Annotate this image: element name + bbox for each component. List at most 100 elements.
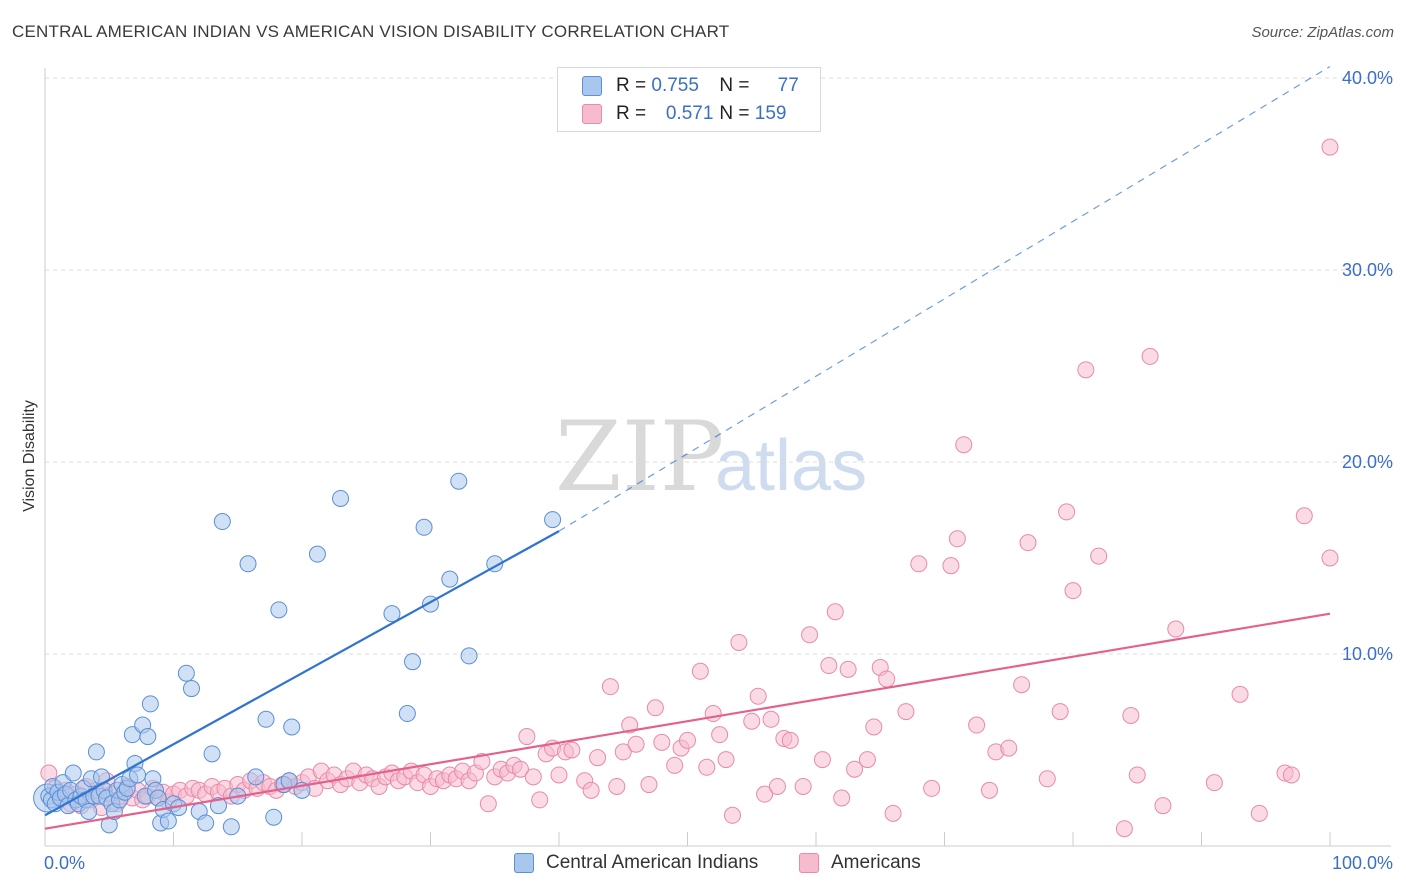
legend-row-blue: R = 0.755 N = 77 <box>582 73 799 99</box>
americans-point <box>839 660 857 678</box>
chart-title: CENTRAL AMERICAN INDIAN VS AMERICAN VISI… <box>12 22 730 41</box>
central-american-indians-point <box>332 489 350 507</box>
americans-point <box>1321 549 1339 567</box>
legend-row-pink: R = 0.571 N = 159 <box>582 101 799 127</box>
watermark-atlas: atlas <box>715 426 867 506</box>
americans-point <box>518 728 536 746</box>
legend-n-value: 77 <box>777 75 799 96</box>
americans-point <box>820 657 838 675</box>
axes <box>44 68 1391 847</box>
central-american-indians-point <box>80 802 98 820</box>
americans-point <box>1128 766 1146 784</box>
americans-point <box>1231 685 1249 703</box>
legend-n-label: N = <box>719 103 750 124</box>
central-american-indians-point <box>460 647 478 665</box>
central-american-indians-point <box>182 680 200 698</box>
legend-swatch-pink <box>799 853 819 873</box>
americans-point <box>531 791 549 809</box>
americans-point <box>1282 766 1300 784</box>
central-american-indians-point <box>213 513 231 531</box>
legend-item-central-american-indians[interactable]: Central American Indians <box>514 852 758 874</box>
central-american-indians-point <box>222 818 240 836</box>
americans-point <box>1250 804 1268 822</box>
central-american-indians-point <box>239 555 257 573</box>
x-tick-label: 0.0% <box>44 853 85 873</box>
americans-point <box>743 712 761 730</box>
central-american-indians-point <box>398 705 416 723</box>
legend-swatch-blue <box>582 76 602 96</box>
y-tick-labels: 10.0% 20.0% 30.0% 40.0% <box>1342 68 1393 664</box>
legend-r-label: R = <box>616 103 647 124</box>
legend-label: Central American Indians <box>546 852 759 873</box>
central-american-indians-point <box>265 808 283 826</box>
americans-point <box>1167 620 1185 638</box>
americans-point <box>653 733 671 751</box>
americans-point <box>479 795 497 813</box>
americans-point <box>1295 507 1313 525</box>
central-american-indians-point <box>87 743 105 761</box>
americans-point <box>1205 774 1223 792</box>
central-american-indians-point <box>177 664 195 682</box>
americans-point <box>711 726 729 744</box>
americans-point <box>980 781 998 799</box>
y-tick-label: 30.0% <box>1342 260 1393 280</box>
americans-point <box>923 779 941 797</box>
americans-point <box>730 633 748 651</box>
central-american-indians-point <box>139 728 157 746</box>
americans-point <box>1077 361 1095 379</box>
central-american-indians-point <box>450 472 468 490</box>
americans-point <box>1122 706 1140 724</box>
legend-n-label: N = <box>719 75 750 96</box>
correlation-legend: R = 0.755 N = 77 R = 0.571 N = 159 <box>557 67 821 132</box>
legend-swatch-blue <box>514 853 534 873</box>
americans-point <box>666 756 684 774</box>
americans-point <box>601 678 619 696</box>
americans-point <box>1058 503 1076 521</box>
americans-point <box>691 662 709 680</box>
trendline-central-american-indians <box>44 530 560 817</box>
legend-item-americans[interactable]: Americans <box>799 852 921 874</box>
watermark: ZIP atlas <box>555 401 867 513</box>
legend-label: Americans <box>831 852 921 873</box>
legend-n-value: 159 <box>754 103 787 124</box>
gridlines <box>44 77 1391 846</box>
americans-point <box>948 530 966 548</box>
americans-point <box>627 735 645 753</box>
americans-point <box>1141 347 1159 365</box>
series-legend: Central American Indians Americans <box>0 852 1406 880</box>
americans-point <box>762 710 780 728</box>
y-tick-label: 20.0% <box>1342 452 1393 472</box>
chart-source: Source: ZipAtlas.com <box>1251 24 1394 41</box>
americans-point <box>704 705 722 723</box>
americans-point <box>910 555 928 573</box>
y-axis-label: Vision Disability <box>21 400 38 512</box>
americans-point <box>826 603 844 621</box>
americans-point <box>1019 534 1037 552</box>
americans-point <box>1321 138 1339 156</box>
americans-point <box>833 789 851 807</box>
central-american-indians-point <box>209 797 227 815</box>
central-american-indians-point <box>141 695 159 713</box>
americans-point <box>646 699 664 717</box>
americans-point <box>723 806 741 824</box>
americans-point <box>1115 820 1133 838</box>
americans-point <box>640 776 658 794</box>
americans-point <box>582 781 600 799</box>
central-american-indians-point <box>544 511 562 529</box>
americans-point <box>608 777 626 795</box>
americans-point <box>768 777 786 795</box>
central-american-indians-point <box>415 518 433 536</box>
americans-point <box>749 687 767 705</box>
central-american-indians-point <box>404 653 422 671</box>
central-american-indians-point <box>197 814 215 832</box>
central-american-indians-point <box>257 710 275 728</box>
central-american-indians-point <box>270 601 288 619</box>
americans-point <box>865 718 883 736</box>
americans-point <box>781 731 799 749</box>
americans-point <box>589 749 607 767</box>
americans-point <box>794 777 812 795</box>
americans-point <box>942 557 960 575</box>
central-american-indians-point <box>441 570 459 588</box>
legend-swatch-pink <box>582 104 602 124</box>
